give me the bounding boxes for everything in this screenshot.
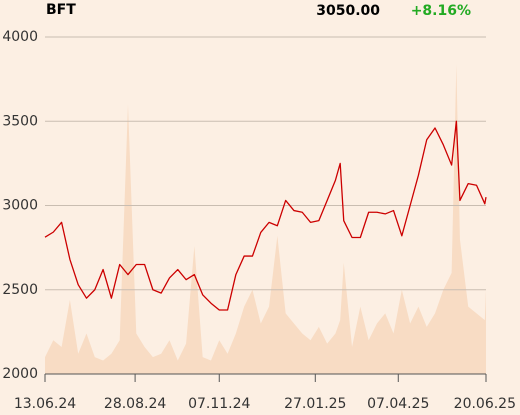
chart-title: BFT xyxy=(46,2,76,18)
y-tick-label: 3000 xyxy=(2,198,38,214)
x-tick-label: 13.06.24 xyxy=(14,396,76,412)
x-tick-label: 07.11.24 xyxy=(188,396,250,412)
y-tick-label: 2000 xyxy=(2,366,38,382)
x-tick-label: 07.04.25 xyxy=(367,396,429,412)
x-tick-label: 28.08.24 xyxy=(104,396,166,412)
y-tick-label: 2500 xyxy=(2,282,38,298)
last-price: 3050.00 xyxy=(316,3,380,19)
y-tick-label: 4000 xyxy=(2,29,38,45)
price-line xyxy=(44,120,487,311)
price-change: +8.16% xyxy=(411,3,471,19)
x-tick-label: 20.06.25 xyxy=(454,396,516,412)
x-tick-label: 27.01.25 xyxy=(284,396,346,412)
volume-area xyxy=(45,63,486,375)
y-tick-label: 3500 xyxy=(2,113,38,129)
